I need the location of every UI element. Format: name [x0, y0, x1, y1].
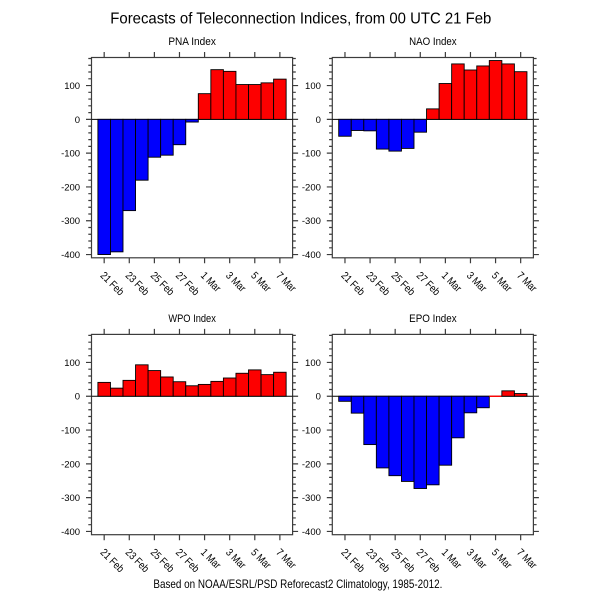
svg-text:-200: -200 [61, 459, 80, 470]
svg-text:0: 0 [316, 392, 321, 403]
svg-text:-300: -300 [61, 216, 80, 227]
svg-text:NAO Index: NAO Index [409, 36, 457, 48]
svg-text:-300: -300 [61, 493, 80, 504]
svg-text:-200: -200 [302, 182, 321, 193]
svg-text:-400: -400 [302, 527, 321, 538]
svg-text:-100: -100 [61, 149, 80, 160]
svg-text:0: 0 [75, 392, 80, 403]
svg-text:-400: -400 [302, 250, 321, 261]
svg-text:-100: -100 [61, 425, 80, 436]
svg-text:100: 100 [305, 81, 321, 92]
svg-text:-300: -300 [302, 216, 321, 227]
svg-text:-400: -400 [61, 250, 80, 261]
svg-text:-300: -300 [302, 493, 321, 504]
svg-text:100: 100 [64, 358, 80, 369]
svg-text:Based on NOAA/ESRL/PSD Reforec: Based on NOAA/ESRL/PSD Reforecast2 Clima… [153, 577, 442, 591]
svg-text:-100: -100 [302, 149, 321, 160]
svg-text:-100: -100 [302, 425, 321, 436]
svg-text:-200: -200 [302, 459, 321, 470]
svg-text:100: 100 [305, 358, 321, 369]
svg-text:100: 100 [64, 81, 80, 92]
svg-text:-400: -400 [61, 527, 80, 538]
svg-text:PNA Index: PNA Index [168, 36, 216, 48]
svg-text:0: 0 [75, 115, 80, 126]
svg-text:WPO Index: WPO Index [168, 313, 216, 325]
svg-text:0: 0 [316, 115, 321, 126]
svg-text:-200: -200 [61, 182, 80, 193]
svg-text:Forecasts of Teleconnection In: Forecasts of Teleconnection Indices, fro… [110, 11, 491, 28]
svg-text:EPO Index: EPO Index [409, 313, 457, 325]
